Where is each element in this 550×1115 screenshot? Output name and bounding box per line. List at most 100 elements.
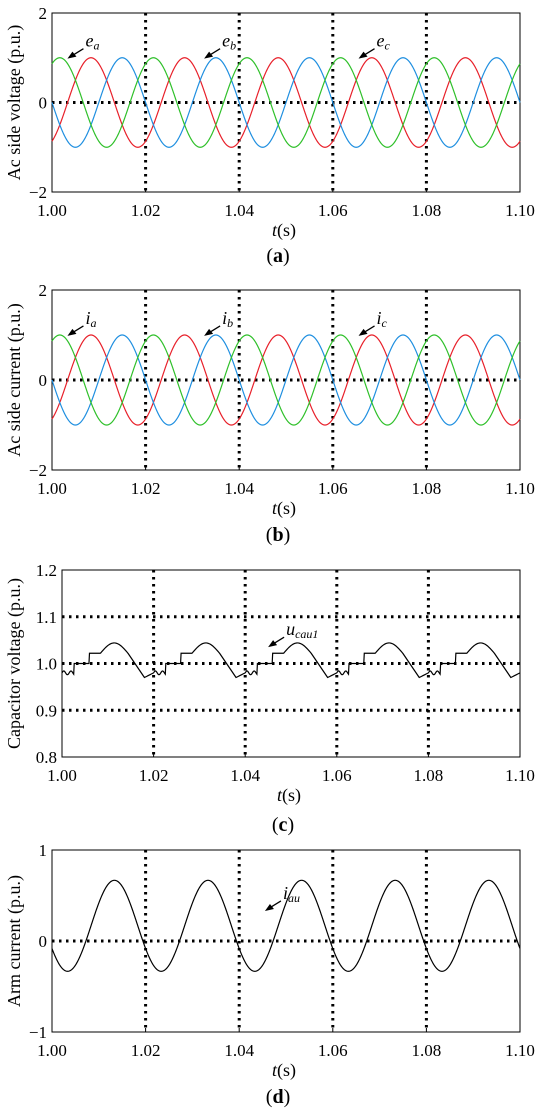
annotation-base: i (222, 308, 227, 328)
x-tick-label: 1.00 (37, 201, 67, 220)
x-tick-label: 1.02 (131, 1041, 161, 1060)
annotation-base: e (222, 31, 230, 51)
y-tick-label: 1.1 (36, 608, 57, 627)
x-axis-var: t (272, 220, 278, 240)
x-axis-unit: (s) (277, 220, 296, 241)
x-tick-label: 1.02 (131, 201, 161, 220)
y-axis-label: Capacitor voltage (p.u.) (4, 578, 25, 749)
y-tick-label: −2 (29, 183, 47, 202)
series-line-i_a (51, 334, 521, 426)
annotation-label: eb (222, 31, 236, 53)
panel-b: 1.00 1.02 1.04 1.06 1.08 1.10 2 0 −2Ac side curr… (4, 281, 535, 546)
x-axis-label: t(s) (272, 1060, 296, 1081)
y-tick-label: 1 (39, 841, 48, 860)
x-axis-label: t(s) (277, 785, 301, 806)
series-line-i_b (51, 334, 521, 426)
annotation-label: ic (377, 308, 388, 330)
caption-letter: c (279, 814, 288, 836)
caption-open: ( (272, 814, 279, 836)
annotation-label: ucau1 (286, 619, 318, 641)
annotation-base: i (283, 883, 288, 903)
annotation-label: ia (85, 308, 96, 330)
x-tick-label: 1.00 (47, 766, 77, 785)
x-tick-label: 1.10 (505, 766, 535, 785)
annotation-arrow-head (358, 328, 368, 336)
series-line-i_c (51, 334, 521, 426)
x-tick-label: 1.10 (505, 1041, 535, 1060)
x-tick-label: 1.06 (318, 1041, 348, 1060)
x-tick-label: 1.06 (318, 479, 348, 498)
x-tick-label: 1.08 (412, 201, 442, 220)
y-tick-label: 1.2 (36, 561, 57, 580)
caption-open: ( (266, 524, 273, 546)
y-tick-label: 0 (39, 932, 48, 951)
x-axis-unit: (s) (277, 498, 296, 519)
annotation-subscript: au (288, 891, 300, 905)
annotation-label: ea (85, 31, 99, 53)
x-tick-label: 1.06 (318, 201, 348, 220)
caption-letter: b (272, 524, 283, 546)
series-line-u_cau1 (61, 642, 521, 679)
annotation-arrow-head (204, 328, 214, 336)
annotation-subscript: c (382, 316, 388, 330)
caption-close: ) (284, 524, 291, 546)
panel-caption: (a) (266, 245, 289, 267)
x-tick-label: 1.04 (230, 766, 260, 785)
annotation-arrow-head (67, 51, 77, 59)
annotation-base: i (85, 308, 90, 328)
x-tick-label: 1.04 (224, 1041, 254, 1060)
annotation-base: i (377, 308, 382, 328)
series-line-e_c (51, 57, 521, 148)
annotation-subscript: a (90, 316, 96, 330)
x-tick-label: 1.08 (412, 479, 442, 498)
x-tick-label: 1.02 (131, 479, 161, 498)
annotation-base: e (377, 31, 385, 51)
y-tick-label: 1.0 (36, 655, 57, 674)
y-tick-label: 0 (39, 94, 48, 113)
caption-letter: d (272, 1086, 283, 1108)
annotation-arrow-head (268, 640, 278, 648)
x-axis-label: t(s) (272, 498, 296, 519)
annotation-arrow-head (358, 51, 368, 59)
caption-close: ) (284, 1086, 291, 1108)
annotation-subscript: b (230, 39, 236, 53)
y-axis-label: Arm current (p.u.) (4, 875, 25, 1007)
panel-c: 1.00 1.02 1.04 1.06 1.08 1.10 1.2 1.1 1.0 0.9 0.8 C… (4, 561, 535, 836)
y-tick-label: −1 (29, 1023, 47, 1042)
y-tick-label: 0.9 (36, 701, 57, 720)
annotation-arrow-head (264, 903, 274, 911)
panel-a: 1.00 1.02 1.04 1.06 1.08 1.10 2 0 −2Ac side volt… (4, 4, 535, 267)
annotation-arrow-head (67, 328, 77, 336)
x-tick-label: 1.08 (412, 1041, 442, 1060)
annotation-subscript: b (227, 316, 233, 330)
x-tick-label: 1.00 (37, 1041, 67, 1060)
caption-open: ( (266, 1086, 273, 1108)
annotation-label: ec (377, 31, 391, 53)
annotation-label: ib (222, 308, 233, 330)
caption-open: ( (266, 245, 273, 267)
y-tick-label: 0.8 (36, 748, 57, 767)
y-tick-label: 2 (39, 4, 48, 23)
series-line-e_b (51, 57, 521, 148)
y-tick-label: 0 (39, 371, 48, 390)
panel-caption: (d) (266, 1086, 290, 1108)
x-tick-label: 1.08 (414, 766, 444, 785)
y-tick-label: 2 (39, 281, 48, 300)
x-tick-label: 1.10 (505, 201, 535, 220)
x-axis-unit: (s) (282, 785, 301, 806)
y-axis-label: Ac side voltage (p.u.) (4, 25, 25, 180)
y-axis-label: Ac side current (p.u.) (4, 303, 25, 456)
caption-close: ) (287, 814, 294, 836)
annotation-subscript: a (93, 39, 99, 53)
x-tick-label: 1.02 (139, 766, 169, 785)
series-line-e_a (51, 57, 521, 148)
y-tick-label: −2 (29, 461, 47, 480)
x-axis-var: t (272, 498, 278, 518)
x-tick-label: 1.04 (224, 201, 254, 220)
panel-caption: (b) (266, 524, 290, 546)
x-axis-var: t (277, 785, 283, 805)
x-tick-label: 1.04 (224, 479, 254, 498)
annotation-base: u (286, 619, 295, 639)
